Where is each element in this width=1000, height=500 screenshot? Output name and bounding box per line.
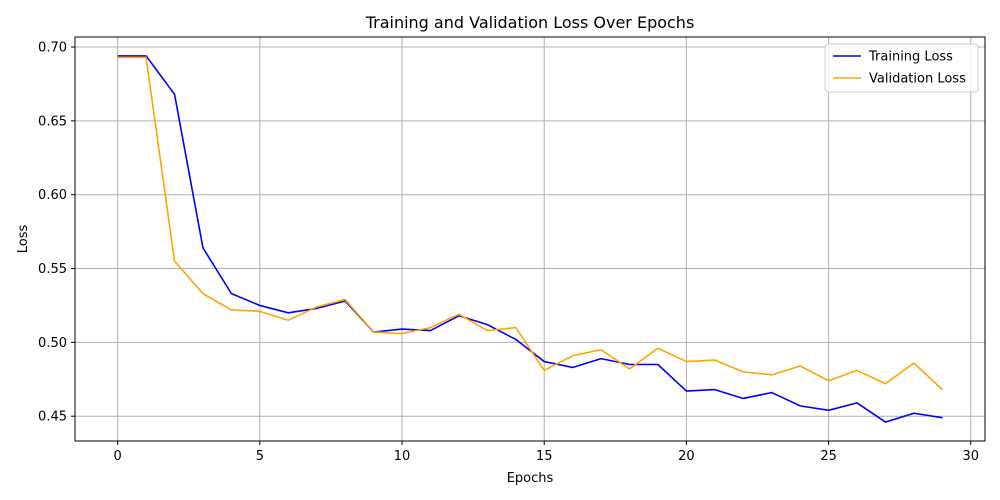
x-tick-label: 20	[678, 449, 695, 464]
legend-box	[824, 43, 979, 93]
series-line-0	[117, 55, 943, 423]
x-tick-label: 10	[394, 449, 411, 464]
x-tick-label: 30	[963, 449, 980, 464]
x-axis-label: Epochs	[507, 471, 554, 486]
plot-frame	[74, 36, 986, 442]
x-tick-label: 0	[114, 449, 122, 464]
grid-lines	[75, 37, 985, 441]
x-tick-label: 25	[820, 449, 837, 464]
y-tick-label: 0.45	[38, 410, 67, 425]
chart-title: Training and Validation Loss Over Epochs	[365, 13, 695, 32]
x-tick-label: 15	[536, 449, 553, 464]
y-tick-label: 0.60	[38, 188, 67, 203]
legend: Training Loss Validation Loss	[824, 43, 979, 93]
series-line-1	[117, 56, 943, 391]
x-tick-label: 5	[256, 449, 264, 464]
y-tick-label: 0.55	[38, 262, 67, 277]
legend-label: Training Loss	[868, 50, 953, 65]
y-tick-label: 0.65	[38, 114, 67, 129]
y-axis-ticks: 0.45 0.50 0.55 0.60 0.65 0.70	[38, 41, 75, 425]
legend-label: Validation Loss	[869, 72, 966, 87]
y-axis-label: Loss	[16, 225, 31, 254]
series-lines	[117, 55, 943, 423]
x-axis-ticks: 0 5 10 15 20 25 30	[114, 441, 980, 464]
y-tick-label: 0.50	[38, 336, 67, 351]
y-tick-label: 0.70	[38, 41, 67, 56]
